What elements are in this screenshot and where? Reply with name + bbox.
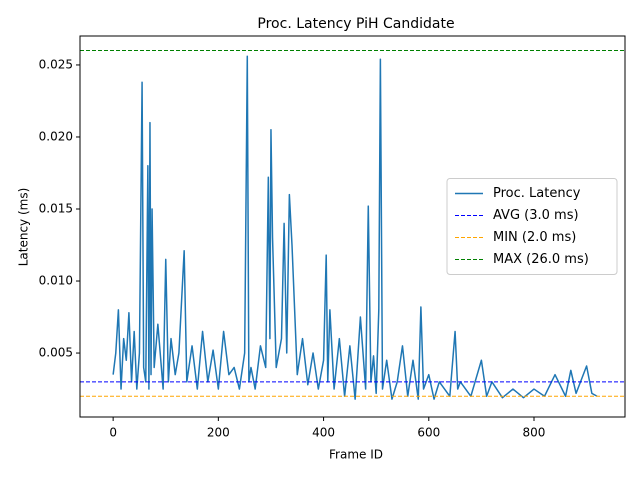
x-tick-label: 600 [417, 426, 440, 440]
x-tick-label: 200 [207, 426, 230, 440]
legend-box [446, 178, 618, 275]
x-tick-label: 0 [109, 426, 117, 440]
y-tick-label: 0.020 [39, 129, 73, 143]
x-axis-label: Frame ID [329, 448, 383, 462]
y-tick-label: 0.010 [39, 274, 73, 288]
data-line [112, 55, 598, 400]
legend-label: MAX (26.0 ms) [493, 252, 589, 267]
legend: Proc. Latency AVG (3.0 ms) MIN (2.0 ms) MAX… [446, 178, 618, 275]
legend-label: AVG (3.0 ms) [493, 208, 579, 223]
y-tick-label: 0.015 [39, 201, 73, 215]
legend-label: Proc. Latency [493, 186, 581, 201]
plot-frame [79, 35, 626, 418]
chart-title: Proc. Latency PiH Candidate [257, 16, 454, 32]
x-tick-label: 400 [312, 426, 335, 440]
y-tick-label: 0.005 [39, 346, 73, 360]
x-tick-label: 800 [523, 426, 546, 440]
y-tick-label: 0.025 [39, 57, 73, 71]
legend-label: MIN (2.0 ms) [493, 230, 576, 245]
y-axis-label: Latency (ms) [17, 188, 31, 267]
